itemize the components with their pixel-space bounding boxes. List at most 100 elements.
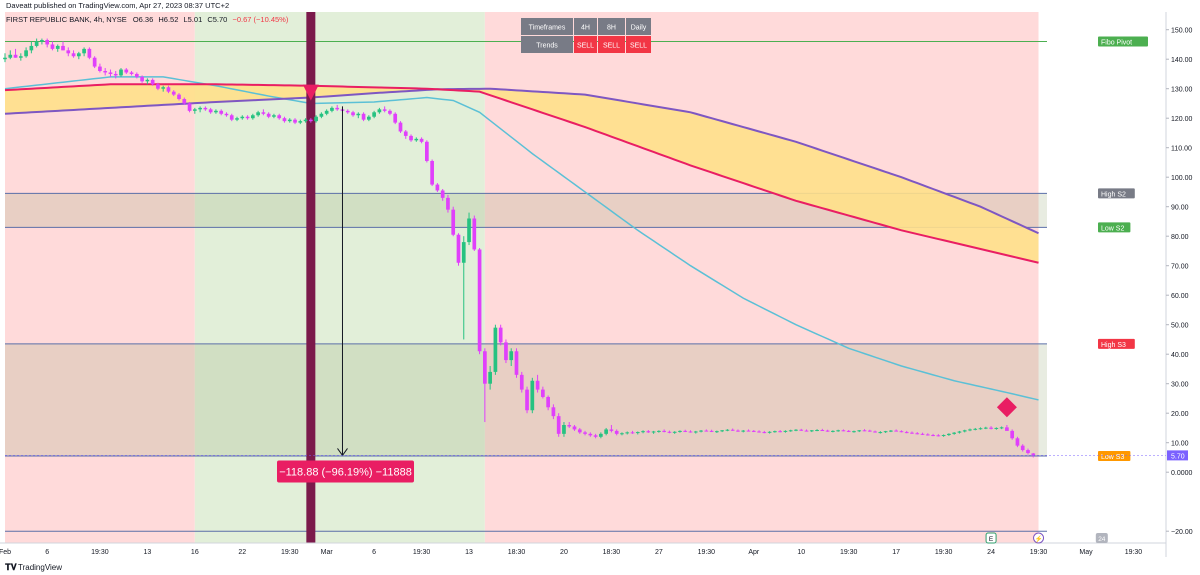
time-tick-label: 19:30 — [935, 549, 953, 556]
candle-body — [351, 112, 355, 116]
candle-body — [630, 432, 635, 434]
candle-body — [1005, 427, 1009, 431]
candle-body — [498, 327, 503, 343]
candle-body — [192, 109, 197, 111]
candle — [29, 41, 34, 54]
candle — [983, 426, 988, 430]
candle-body — [314, 116, 318, 122]
candle — [672, 431, 677, 434]
candle-body — [55, 45, 60, 49]
candle-body — [767, 431, 772, 433]
price-chart[interactable]: Fibo Pivot High S2 Low S2 High S3 Low S3 −11… — [0, 12, 1200, 560]
candle — [129, 71, 134, 76]
price-axis[interactable]: Fibo Pivot High S2 Low S2 High S3 Low S3 −20.… — [5, 12, 1200, 557]
price-range-measure[interactable]: −118.88 (−96.19%) −11888 — [277, 106, 414, 483]
candle — [546, 395, 550, 411]
candle — [403, 130, 408, 139]
candle-body — [599, 433, 603, 437]
candle — [809, 430, 814, 433]
candle-body — [931, 435, 935, 437]
candle-body — [783, 430, 788, 432]
candle-body — [936, 435, 941, 437]
ohlc-high: H6.52 — [158, 15, 178, 24]
candle — [646, 430, 651, 433]
trend-table-cell — [626, 36, 651, 53]
candle — [599, 432, 603, 439]
candle — [593, 433, 598, 439]
candle — [1005, 425, 1009, 431]
candle-body — [794, 429, 798, 431]
candle-body — [140, 76, 144, 82]
candle-body — [704, 430, 709, 432]
candle — [915, 432, 920, 435]
candle-body — [609, 429, 614, 431]
price-tick-label: 0.0000 — [1171, 470, 1193, 477]
time-tick-label: 19:30 — [698, 549, 716, 556]
candle — [124, 68, 129, 74]
candle-body — [435, 184, 440, 191]
candle — [82, 47, 86, 57]
candle — [788, 429, 793, 432]
price-tick-label: 100.00 — [1171, 175, 1193, 182]
candle-body — [804, 430, 809, 432]
candle-body — [171, 91, 176, 95]
candle — [50, 41, 55, 51]
candle — [483, 348, 487, 423]
time-axis[interactable]: Feb 6 19:30 13 16 22 19:30 Mar 6 19:30 13 18:30 20 18… — [0, 542, 1166, 556]
signal-vertical-bar — [306, 12, 316, 543]
candle-body — [29, 45, 34, 51]
candle — [1015, 436, 1020, 448]
candle-body — [699, 430, 703, 432]
candle — [34, 38, 39, 48]
candle — [451, 206, 456, 237]
level-axis-label-bg — [1098, 188, 1135, 199]
ohlc-low: L5.01 — [183, 15, 202, 24]
candle-body — [904, 432, 909, 434]
candle-body — [651, 431, 656, 433]
candle — [957, 430, 962, 434]
candle — [857, 430, 862, 433]
candle — [525, 386, 529, 414]
level-axis-label: Low S3 — [1101, 454, 1124, 461]
candle-body — [66, 50, 71, 54]
candle-body — [272, 115, 276, 117]
time-tick-label: 10 — [797, 549, 805, 556]
candle-body — [150, 79, 155, 85]
candle-body — [957, 431, 962, 433]
candle — [55, 44, 60, 52]
candle — [8, 50, 13, 60]
candle-body — [13, 54, 18, 58]
candle — [941, 434, 946, 437]
candle-body — [440, 190, 445, 198]
candle-body — [82, 48, 86, 54]
candle — [852, 430, 856, 433]
candle-body — [999, 427, 1004, 429]
candle-body — [229, 115, 234, 120]
candle — [293, 118, 297, 125]
candle-body — [583, 432, 587, 434]
candle-body — [87, 48, 92, 58]
candle — [609, 425, 614, 433]
candle-body — [71, 53, 76, 57]
candle — [298, 119, 303, 125]
candle-body — [693, 431, 698, 433]
trend-table-cell — [626, 18, 651, 35]
signals — [302, 84, 1017, 418]
price-tick-label: 120.00 — [1171, 116, 1193, 123]
trend-table: Timeframes 4H 8H Daily Trends SELL SELL SELL — [521, 18, 651, 53]
candle-body — [588, 433, 593, 436]
time-tick-label: May — [1079, 549, 1093, 556]
candle-body — [862, 430, 867, 432]
trend-table-header: Timeframes — [529, 25, 566, 32]
candle-body — [730, 429, 735, 431]
candle — [171, 90, 176, 97]
candle — [947, 433, 951, 436]
candle-body — [409, 135, 413, 141]
level-axis-label-bg — [1098, 338, 1135, 349]
candle — [588, 432, 593, 437]
price-tick-label: 10.00 — [1171, 441, 1189, 448]
candle — [398, 121, 403, 133]
candle — [361, 112, 366, 122]
candle — [794, 429, 798, 432]
candle-body — [377, 109, 382, 113]
